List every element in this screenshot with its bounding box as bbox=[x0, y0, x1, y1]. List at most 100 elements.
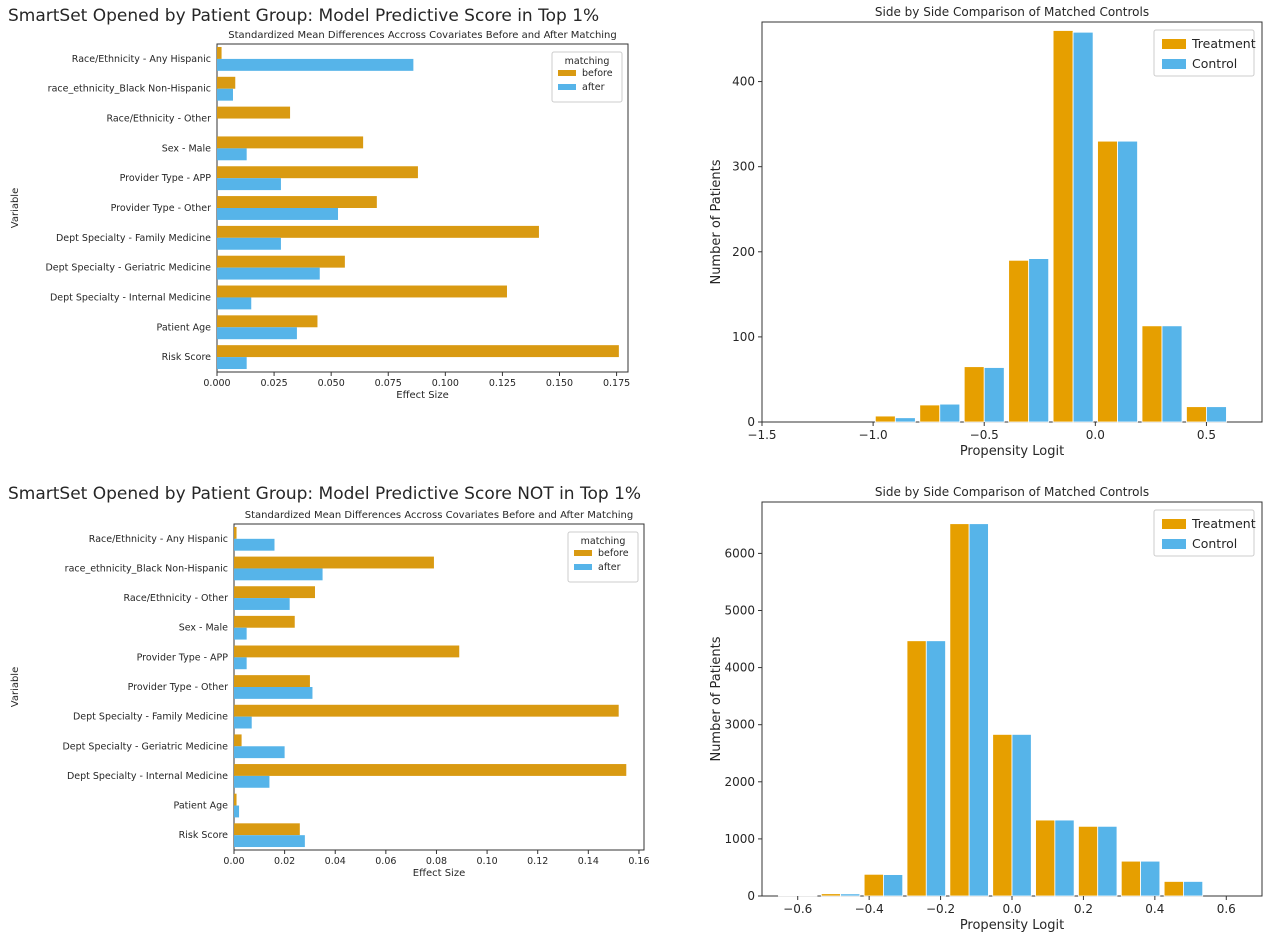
category-label: race_ethnicity_Black Non-Hispanic bbox=[65, 563, 228, 574]
x-tick-label: 0.4 bbox=[1145, 902, 1164, 916]
chart-title: Standardized Mean Differences Accross Co… bbox=[245, 510, 634, 521]
bar-treatment bbox=[1008, 259, 1030, 423]
bar-control bbox=[883, 874, 904, 897]
bar-treatment bbox=[949, 523, 970, 897]
legend: Treatment Control bbox=[1153, 509, 1256, 557]
bar-control bbox=[1140, 860, 1161, 897]
legend-swatch-control bbox=[1162, 539, 1186, 549]
bar-after bbox=[217, 357, 247, 370]
x-axis-label: Effect Size bbox=[413, 868, 466, 879]
bar-before bbox=[217, 315, 318, 328]
bar-control bbox=[1097, 825, 1118, 897]
bar-control bbox=[1117, 140, 1138, 423]
bar-treatment bbox=[1097, 140, 1118, 423]
bar-before bbox=[217, 166, 418, 179]
bar-before bbox=[234, 764, 627, 776]
bar-control bbox=[1054, 819, 1075, 897]
bar-treatment bbox=[820, 893, 841, 897]
bar-after bbox=[217, 88, 233, 101]
bar-treatment bbox=[863, 873, 884, 897]
legend-swatch-after bbox=[558, 84, 576, 90]
bar-after bbox=[234, 657, 247, 670]
legend-swatch-control bbox=[1162, 59, 1186, 69]
bar-after bbox=[217, 148, 247, 161]
x-tick-label: 0.000 bbox=[203, 378, 230, 389]
x-tick-label: 0.075 bbox=[375, 378, 402, 389]
y-tick-label: 0 bbox=[747, 415, 755, 429]
chart-title: Side by Side Comparison of Matched Contr… bbox=[875, 5, 1149, 19]
bar-treatment bbox=[1186, 406, 1207, 423]
y-axis-label: Number of Patients bbox=[709, 636, 724, 761]
y-tick-label: 1000 bbox=[724, 832, 755, 846]
bar-control bbox=[983, 367, 1005, 423]
bar-after bbox=[217, 208, 339, 220]
bar-before bbox=[234, 615, 295, 628]
bar-after bbox=[217, 58, 414, 71]
figure-title: SmartSet Opened by Patient Group: Model … bbox=[8, 484, 642, 504]
bar-treatment bbox=[874, 415, 896, 423]
y-tick-label: 400 bbox=[732, 75, 755, 89]
bar-before bbox=[217, 46, 222, 59]
x-tick-label: −1.0 bbox=[859, 428, 888, 442]
x-tick-label: 0.5 bbox=[1197, 428, 1216, 442]
bar-control bbox=[1183, 881, 1204, 897]
category-label: Dept Specialty - Internal Medicine bbox=[67, 771, 228, 782]
category-label: Dept Specialty - Internal Medicine bbox=[50, 292, 211, 303]
bar-control bbox=[1011, 734, 1032, 897]
bar-treatment bbox=[1141, 325, 1163, 423]
x-tick-label: −0.6 bbox=[783, 902, 812, 916]
y-tick-label: 300 bbox=[732, 160, 755, 174]
bar-before bbox=[234, 793, 237, 806]
x-tick-label: 0.04 bbox=[325, 856, 346, 867]
bar-treatment bbox=[992, 734, 1013, 897]
bar-treatment bbox=[1052, 30, 1074, 423]
chart-title: Standardized Mean Differences Accross Co… bbox=[228, 30, 617, 41]
x-tick-label: 0.16 bbox=[628, 856, 649, 867]
legend-title: matching bbox=[581, 536, 626, 547]
x-tick-label: 0.00 bbox=[223, 856, 244, 867]
legend-swatch-treatment bbox=[1162, 519, 1186, 529]
y-tick-label: 0 bbox=[747, 889, 755, 903]
bar-after bbox=[234, 687, 313, 699]
x-tick-label: 0.050 bbox=[318, 378, 345, 389]
bar-control bbox=[894, 417, 916, 423]
bar-treatment bbox=[1035, 819, 1056, 897]
x-tick-label: 0.0 bbox=[1002, 902, 1021, 916]
x-axis-label: Effect Size bbox=[396, 390, 449, 401]
bar-control bbox=[1161, 325, 1183, 423]
bar-before bbox=[234, 645, 460, 658]
bar-after bbox=[234, 598, 290, 610]
bar-after bbox=[217, 297, 252, 310]
y-tick-label: 6000 bbox=[724, 546, 755, 560]
category-label: Provider Type - Other bbox=[111, 203, 211, 214]
legend-label-before: before bbox=[598, 548, 629, 559]
x-tick-label: 0.0 bbox=[1086, 428, 1105, 442]
bar-before bbox=[217, 345, 619, 358]
bar-control bbox=[925, 640, 946, 897]
chart-panel-top-right: Side by Side Comparison of Matched Contr… bbox=[680, 0, 1280, 470]
category-label: Provider Type - APP bbox=[120, 173, 212, 184]
bar-before bbox=[217, 255, 345, 268]
legend: Treatment Control bbox=[1153, 29, 1256, 77]
bar-treatment bbox=[1163, 881, 1184, 897]
bar-before bbox=[234, 586, 315, 599]
bar-before bbox=[217, 136, 364, 149]
category-label: Provider Type - APP bbox=[137, 652, 229, 663]
bar-before bbox=[234, 526, 237, 539]
category-label: Provider Type - Other bbox=[128, 682, 228, 693]
x-tick-label: 0.175 bbox=[603, 378, 630, 389]
x-tick-label: −0.5 bbox=[970, 428, 999, 442]
category-label: Race/Ethnicity - Other bbox=[106, 114, 211, 125]
legend-label-before: before bbox=[582, 68, 613, 79]
bar-before bbox=[234, 704, 619, 717]
bar-treatment bbox=[919, 404, 941, 423]
bar-before bbox=[217, 76, 236, 89]
legend-swatch-after bbox=[574, 564, 592, 570]
bar-after bbox=[234, 746, 285, 759]
category-label: race_ethnicity_Black Non-Hispanic bbox=[48, 84, 211, 95]
bar-treatment bbox=[963, 366, 985, 423]
legend-label-treatment: Treatment bbox=[1191, 516, 1256, 531]
bar-before bbox=[234, 556, 434, 569]
x-tick-label: 0.2 bbox=[1074, 902, 1093, 916]
category-label: Dept Specialty - Family Medicine bbox=[73, 712, 228, 723]
